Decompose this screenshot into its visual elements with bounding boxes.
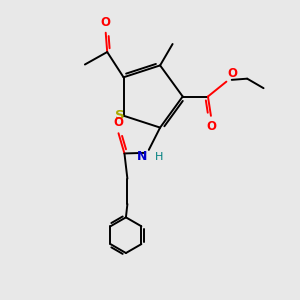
Text: N: N	[137, 150, 148, 163]
Text: O: O	[227, 68, 237, 80]
Text: H: H	[155, 152, 164, 162]
Text: O: O	[113, 116, 123, 129]
Text: S: S	[115, 109, 124, 122]
Text: O: O	[206, 120, 216, 133]
Text: O: O	[101, 16, 111, 29]
